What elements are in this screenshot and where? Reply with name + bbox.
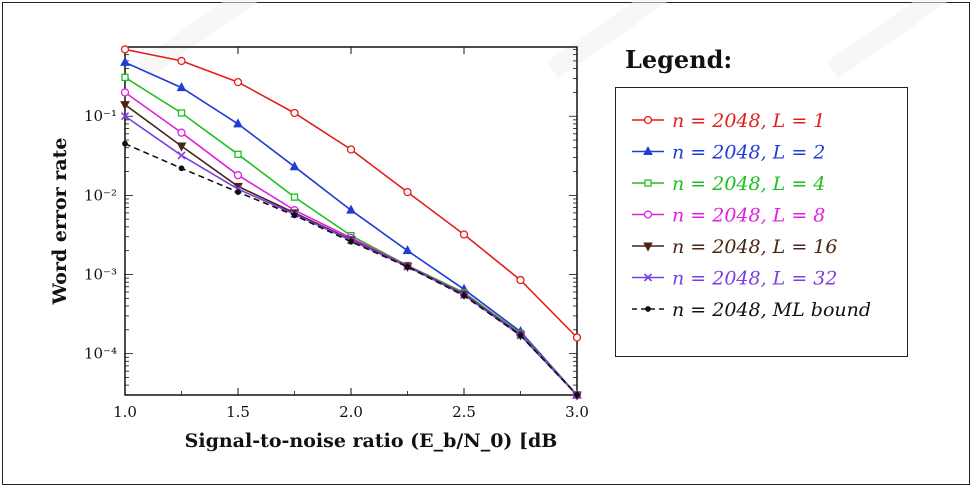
legend-entry-5: n = 2048, L = 16: [632, 236, 837, 258]
x-tick-label: 2.5: [452, 403, 476, 421]
data-point: [348, 238, 354, 245]
y-tick-label: 10⁻⁴: [84, 345, 117, 363]
data-point: [289, 161, 300, 171]
legend-swatch-marker: [644, 179, 652, 187]
data-point: [516, 275, 525, 285]
legend-entry-3: n = 2048, L = 4: [632, 173, 825, 195]
data-point: [121, 73, 129, 82]
data-point: [459, 230, 469, 239]
legend-entry-4: n = 2048, L = 8: [632, 205, 825, 227]
x-tick-label: 1.0: [113, 403, 137, 421]
data-point: [177, 151, 186, 160]
plot-area: [124, 46, 578, 396]
series-6: [120, 112, 582, 400]
data-point: [290, 193, 299, 201]
legend-label: n = 2048, L = 16: [672, 236, 837, 258]
legend-label: n = 2048, L = 1: [672, 110, 825, 132]
data-point: [120, 112, 130, 121]
legend-entry-1: n = 2048, L = 1: [632, 110, 825, 132]
series-line: [124, 48, 578, 339]
data-point: [461, 292, 467, 299]
data-point: [346, 204, 356, 214]
data-point: [177, 56, 186, 66]
x-tick-label: 2.0: [339, 403, 363, 421]
series-1: [120, 45, 582, 342]
legend-label: n = 2048, L = 4: [672, 173, 825, 195]
data-point: [572, 333, 582, 342]
legend-entry-2: n = 2048, L = 2: [632, 142, 825, 164]
data-point: [291, 212, 298, 219]
data-point: [120, 101, 130, 111]
data-point: [235, 189, 241, 195]
legend-title: Legend:: [625, 45, 733, 74]
data-point: [177, 109, 186, 117]
data-point: [290, 108, 299, 118]
series-7: [122, 140, 580, 398]
data-point: [120, 88, 130, 97]
y-tick-label: 10⁻²: [84, 186, 117, 204]
x-tick-label: 3.0: [565, 403, 589, 421]
y-tick-label: 10⁻¹: [84, 107, 117, 125]
legend-label: n = 2048, L = 2: [672, 142, 825, 164]
data-point: [233, 118, 243, 128]
legend-label: n = 2048, ML bound: [672, 299, 871, 321]
series-line: [124, 142, 578, 396]
data-point: [176, 82, 187, 92]
series-2: [120, 56, 582, 399]
x-axis-label: Signal-to-noise ratio (E_b/N_0) [dB: [185, 430, 558, 452]
y-axis-label: Word error rate: [49, 138, 71, 306]
legend-box: [615, 87, 908, 357]
legend-swatch-marker: [645, 306, 651, 312]
figure-frame: [2, 2, 970, 485]
data-point: [177, 128, 186, 137]
data-point: [233, 77, 243, 87]
data-point: [404, 263, 411, 270]
data-point: [120, 56, 130, 66]
series-line: [124, 115, 578, 396]
data-point: [176, 142, 187, 152]
legend-swatch-marker: [643, 115, 653, 125]
legend-swatch-marker: [643, 273, 653, 282]
legend-entry-7: n = 2048, ML bound: [632, 299, 871, 321]
legend-entry-6: n = 2048, L = 32: [632, 268, 837, 290]
legend-swatch-marker: [643, 242, 653, 252]
data-point: [233, 171, 243, 180]
legend-swatch-marker: [643, 210, 653, 219]
legend-swatch-marker: [643, 145, 653, 155]
data-point: [178, 165, 185, 172]
data-point: [122, 140, 128, 147]
data-point: [402, 245, 413, 255]
y-tick-label: 10⁻³: [84, 265, 117, 283]
data-point: [120, 45, 130, 54]
legend-label: n = 2048, L = 32: [672, 268, 837, 290]
legend-label: n = 2048, L = 8: [672, 205, 825, 227]
data-point: [517, 332, 524, 339]
data-point: [234, 150, 242, 158]
series-line: [124, 61, 578, 396]
data-point: [574, 392, 580, 398]
data-point: [403, 187, 412, 197]
data-point: [346, 145, 356, 154]
x-tick-label: 1.5: [226, 403, 250, 421]
